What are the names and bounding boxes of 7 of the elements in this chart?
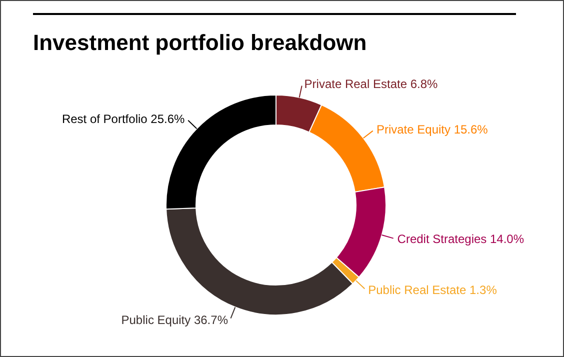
slice-label: Public Equity 36.7%	[121, 313, 228, 328]
slice-label: Credit Strategies 14.0%	[397, 232, 524, 246]
slice-label: Private Real Estate 6.8%	[304, 76, 438, 91]
chart-title: Investment portfolio breakdown	[33, 30, 367, 55]
slice-label: Rest of Portfolio 25.6%	[62, 112, 186, 126]
slice-label: Public Real Estate 1.3%	[368, 283, 498, 298]
slice-label: Private Equity 15.6%	[376, 122, 488, 137]
